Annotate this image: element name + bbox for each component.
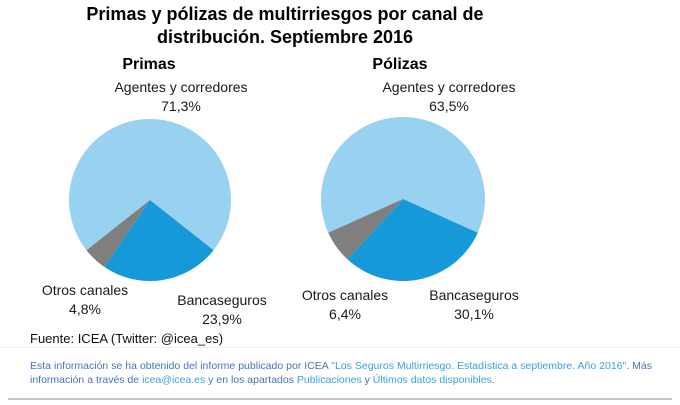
primas-pie-chart	[69, 119, 231, 281]
footer-link[interactable]: "Los Seguros Multirriesgo. Estadística a…	[331, 360, 627, 372]
polizas-label-agentes: Agentes y corredores 63,5%	[369, 78, 529, 116]
primas-chart-title: Primas	[122, 56, 176, 73]
slice-label-text: Agentes y corredores	[114, 79, 248, 95]
primas-label-agentes: Agentes y corredores 71,3%	[101, 78, 261, 116]
pie-slice-agentes-y-corredores	[69, 119, 231, 251]
footer-note-line1: Esta información se ha obtenido del info…	[30, 359, 652, 373]
footer-text: y	[361, 374, 373, 386]
pie-slice-otros-canales	[86, 200, 150, 267]
footer-text: información a través de	[30, 374, 143, 386]
footer-note-line2: información a través de icea@icea.es y e…	[30, 373, 652, 387]
bottom-divider	[8, 398, 672, 400]
slice-label-value: 23,9%	[202, 311, 242, 327]
slice-label-text: Agentes y corredores	[382, 79, 516, 95]
pie-slice-bancaseguros	[347, 199, 478, 281]
slice-label-text: Bancaseguros	[177, 292, 267, 308]
slice-label-value: 4,8%	[69, 301, 101, 317]
polizas-label-bancaseguros: Bancaseguros 30,1%	[414, 286, 534, 324]
footer-text: y en los apartados	[205, 374, 297, 386]
page-title: Primas y pólizas de multirriesgos por ca…	[20, 3, 550, 49]
slice-label-value: 63,5%	[429, 98, 469, 114]
slice-label-text: Bancaseguros	[429, 287, 519, 303]
primas-label-bancaseguros: Bancaseguros 23,9%	[162, 291, 282, 329]
page-title-line2: distribución. Septiembre 2016	[156, 27, 414, 47]
slice-label-value: 30,1%	[454, 306, 494, 322]
section-divider	[0, 347, 680, 348]
page-title-line1: Primas y pólizas de multirriesgos por ca…	[86, 4, 484, 24]
footer-note: Esta información se ha obtenido del info…	[30, 359, 652, 387]
source-attribution: Fuente: ICEA (Twitter: @icea_es)	[30, 331, 224, 346]
polizas-label-otros-canales: Otros canales 6,4%	[285, 286, 405, 324]
footer-text: . Más	[626, 360, 652, 372]
slice-label-text: Otros canales	[301, 287, 389, 303]
pie-slice-agentes-y-corredores	[321, 117, 485, 233]
pie-slice-bancaseguros	[104, 200, 214, 281]
slice-label-value: 71,3%	[161, 98, 201, 114]
footer-text: Esta información se ha obtenido del info…	[30, 360, 332, 372]
pie-slice-otros-canales	[328, 199, 403, 260]
footer-link[interactable]: icea@icea.es	[142, 374, 206, 386]
footer-text: .	[491, 374, 495, 386]
footer-link[interactable]: Publicaciones	[296, 374, 362, 386]
slice-label-value: 6,4%	[329, 306, 361, 322]
slice-label-text: Otros canales	[41, 282, 129, 298]
footer-link[interactable]: Últimos datos disponibles	[372, 374, 492, 386]
primas-label-otros-canales: Otros canales 4,8%	[25, 281, 145, 319]
polizas-chart-title: Pólizas	[372, 56, 428, 73]
polizas-pie-chart	[321, 117, 485, 281]
